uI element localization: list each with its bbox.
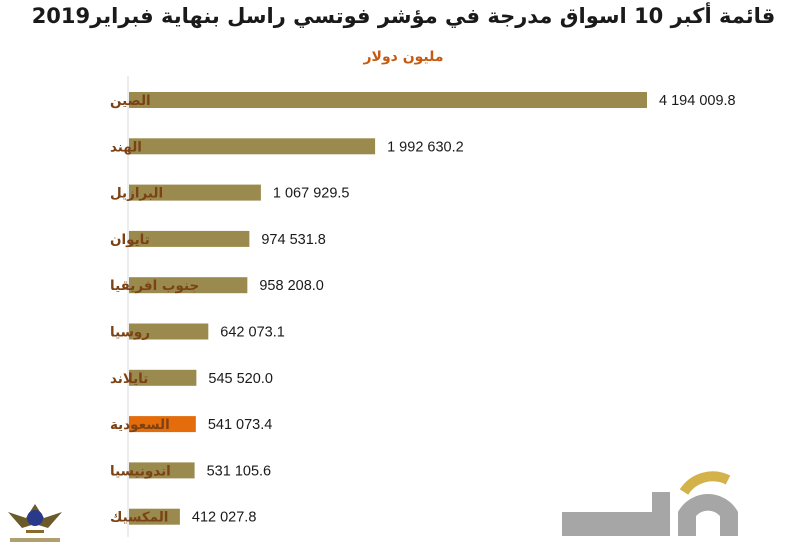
- category-label: جنوب افريقيا: [110, 278, 199, 294]
- value-label: 974 531.8: [261, 232, 326, 248]
- category-label: البرازيل: [110, 186, 163, 202]
- bar-9: [129, 508, 180, 525]
- bar-3: [129, 230, 250, 247]
- bar-4: [129, 277, 248, 294]
- category-label: تايلاند: [110, 371, 148, 387]
- category-label: تايوان: [110, 232, 150, 248]
- category-label: اندونيسيا: [110, 463, 171, 479]
- brand-logo: [562, 471, 738, 536]
- chart-title: قائمة أكبر 10 اسواق مدرجة في مؤشر فوتسي …: [31, 4, 776, 28]
- value-label: 1 992 630.2: [387, 139, 464, 155]
- value-label: 545 520.0: [208, 371, 273, 387]
- category-label: المكسيك: [110, 510, 168, 526]
- value-label: 958 208.0: [259, 278, 324, 294]
- value-label: 541 073.4: [208, 417, 273, 433]
- value-label: 1 067 929.5: [273, 186, 350, 202]
- category-label: السعودية: [110, 417, 170, 433]
- forum-emblem-logo: [8, 504, 62, 542]
- category-label: الصين: [110, 93, 151, 109]
- bar-2: [129, 184, 261, 201]
- bar-8: [129, 462, 195, 479]
- category-label: روسيا: [110, 325, 150, 341]
- value-label: 4 194 009.8: [659, 93, 736, 109]
- bar-5: [129, 323, 209, 340]
- value-label: 642 073.1: [220, 325, 285, 341]
- bar-7: [129, 416, 196, 433]
- value-label: 412 027.8: [192, 510, 257, 526]
- chart-subtitle: مليون دولار: [363, 49, 444, 65]
- bar-6: [129, 369, 197, 386]
- value-label: 531 105.6: [207, 463, 272, 479]
- bar-0: [129, 92, 647, 108]
- category-label: الهند: [110, 139, 142, 155]
- bar-1: [129, 138, 376, 155]
